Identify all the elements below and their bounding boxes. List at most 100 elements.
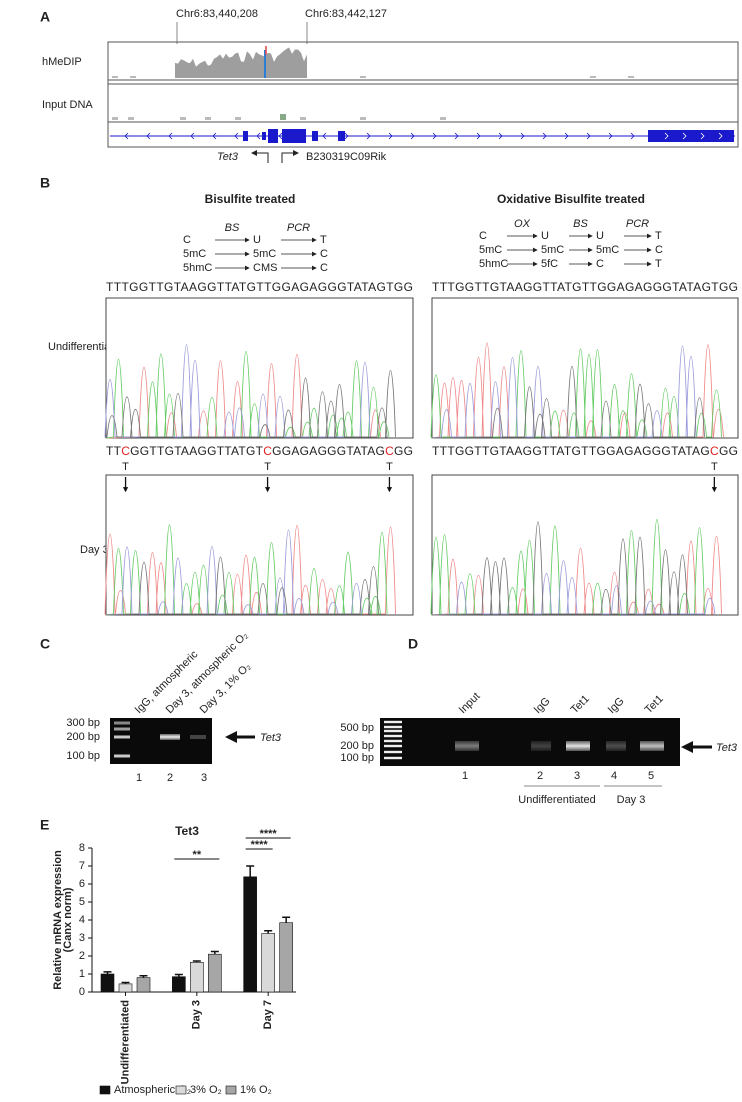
track-label: hMeDIP xyxy=(42,56,82,68)
conversion-label: T xyxy=(711,461,718,473)
exon xyxy=(282,129,306,143)
sample-band xyxy=(566,741,590,751)
strand-arrow xyxy=(454,132,459,140)
coverage xyxy=(112,117,118,120)
strand-arrow xyxy=(168,132,173,140)
lane-label: Tet1 xyxy=(643,693,666,716)
ladder-band xyxy=(384,729,402,733)
coverage xyxy=(130,76,136,78)
sample-band xyxy=(606,741,626,751)
coordinate-label: Chr6:83,440,208 xyxy=(176,8,258,20)
strand-arrow xyxy=(410,132,415,140)
bar xyxy=(100,973,115,993)
sequence-segment: GG xyxy=(719,444,738,458)
error-bar xyxy=(210,950,219,955)
trace xyxy=(105,369,396,439)
sequence-segment: TT xyxy=(106,444,122,458)
step-label: PCR xyxy=(626,218,649,230)
ladder-band xyxy=(384,744,402,748)
sequence-segment: GG xyxy=(394,444,413,458)
y-tick-label: 3 xyxy=(79,932,85,944)
error-bar xyxy=(264,930,273,934)
y-tick-label: 5 xyxy=(79,896,85,908)
significance-label: **** xyxy=(260,828,278,840)
scheme-base: T xyxy=(655,230,662,242)
panel-label: D xyxy=(408,636,418,652)
bar xyxy=(261,933,275,993)
scheme-base: U xyxy=(541,230,549,242)
conversion-label: T xyxy=(264,461,271,473)
row-label: Day 3 xyxy=(80,544,109,556)
lane-number: 5 xyxy=(648,770,654,782)
chromatogram-box xyxy=(105,474,414,616)
strand-arrow xyxy=(146,132,151,140)
legend-swatch xyxy=(99,1085,111,1095)
trace xyxy=(431,345,697,439)
lane-number: 1 xyxy=(462,770,468,782)
conversion-label: T xyxy=(122,461,129,473)
coverage xyxy=(360,117,366,120)
bar xyxy=(118,983,133,993)
step-label: BS xyxy=(573,218,588,230)
y-tick-label: 1 xyxy=(79,968,85,980)
coverage xyxy=(300,117,306,120)
tss-arrow xyxy=(251,150,269,163)
track-label: Input DNA xyxy=(42,99,93,111)
panel-label: A xyxy=(40,9,50,25)
tss-arrow xyxy=(281,150,299,163)
trace xyxy=(431,365,705,439)
error-bar xyxy=(139,975,148,978)
marker-label: 300 bp xyxy=(66,717,100,729)
y-axis-label: (Canx norm) xyxy=(62,887,74,952)
y-tick-label: 7 xyxy=(79,860,85,872)
strand-arrow xyxy=(124,132,129,140)
ladder-band xyxy=(384,725,402,729)
scheme-base: T xyxy=(320,234,327,246)
exon xyxy=(243,131,248,141)
ladder-band xyxy=(384,734,402,738)
scheme-base: 5hmC xyxy=(183,262,212,274)
exon xyxy=(312,131,318,141)
scheme-title: Bisulfite treated xyxy=(205,192,296,206)
strand-arrow xyxy=(586,132,591,140)
conversion-label: T xyxy=(386,461,393,473)
coverage xyxy=(175,47,307,78)
ladder-band xyxy=(384,750,402,754)
marker-label: 500 bp xyxy=(340,722,374,734)
coverage xyxy=(128,117,134,120)
strand-arrow xyxy=(564,132,569,140)
scheme-base: 5fC xyxy=(541,258,558,270)
scheme-title: Oxidative Bisulfite treated xyxy=(497,192,645,206)
ladder-band xyxy=(384,739,402,743)
strand-arrow xyxy=(322,132,327,140)
y-tick-label: 6 xyxy=(79,878,85,890)
strand-arrow xyxy=(190,132,195,140)
scheme-base: C xyxy=(320,262,328,274)
chart-title: Tet3 xyxy=(175,824,199,838)
bar xyxy=(136,977,151,993)
scheme-base: C xyxy=(320,248,328,260)
ladder-band xyxy=(114,754,130,758)
strand-arrow xyxy=(432,132,437,140)
sequence-segment: C xyxy=(385,444,394,458)
bar xyxy=(190,961,204,993)
sequence: TTCGGTTGTAAGGTTATGTCGGAGAGGGTATAGCGG xyxy=(106,444,413,458)
lane-label: IgG xyxy=(606,695,627,716)
error-bar xyxy=(103,971,112,974)
coverage xyxy=(205,117,211,120)
panel-label: C xyxy=(40,636,50,652)
error-bar xyxy=(174,973,183,977)
legend-swatch xyxy=(175,1085,187,1095)
step-label: OX xyxy=(514,218,531,230)
scheme-base: 5hmC xyxy=(479,258,508,270)
strand-arrow xyxy=(344,132,349,140)
marker-label: 100 bp xyxy=(340,752,374,764)
significance-label: **** xyxy=(251,839,269,851)
strand-arrow xyxy=(388,132,393,140)
target-label: Tet3 xyxy=(260,732,282,744)
ladder-band xyxy=(114,727,130,731)
strand-arrow xyxy=(498,132,503,140)
strand-arrow xyxy=(682,132,687,140)
trace xyxy=(431,521,688,616)
